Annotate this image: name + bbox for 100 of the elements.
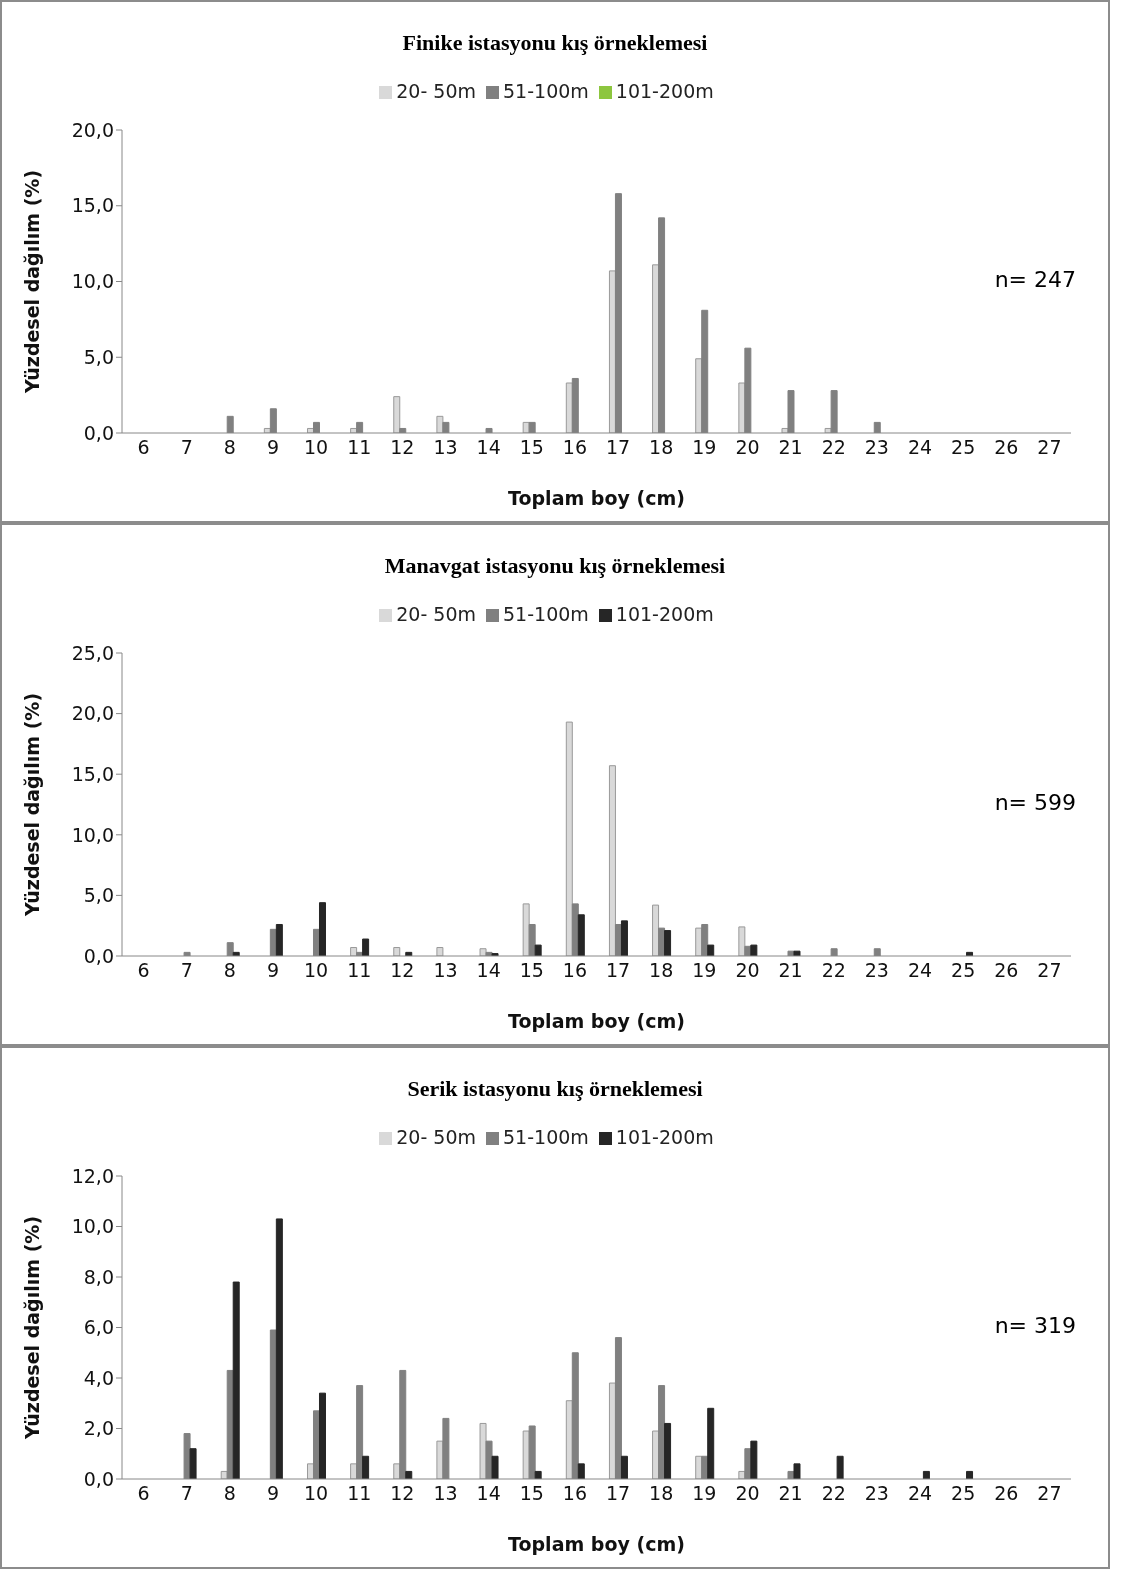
- legend-label: 101-200m: [615, 80, 714, 102]
- legend-label: 51-100m: [503, 80, 589, 102]
- legend-label: 20- 50m: [396, 80, 477, 102]
- x-tick-label: 10: [304, 1482, 329, 1505]
- x-tick-label: 16: [562, 1482, 588, 1505]
- x-tick-label: 14: [476, 436, 501, 459]
- x-axis-title: Toplam boy (cm): [508, 487, 685, 509]
- x-tick-label: 23: [864, 1482, 889, 1505]
- bar: [620, 920, 628, 956]
- x-tick-label: 14: [476, 1482, 501, 1505]
- legend-label: 20- 50m: [396, 1126, 477, 1148]
- x-tick-label: 27: [1037, 959, 1062, 982]
- y-tick-label: 10,0: [71, 823, 114, 846]
- x-tick-label: 20: [735, 959, 760, 982]
- bar: [707, 944, 715, 956]
- x-tick-label: 20: [735, 436, 760, 459]
- y-tick-label: 5,0: [83, 345, 114, 368]
- x-tick-label: 16: [562, 959, 588, 982]
- bar: [750, 1440, 758, 1479]
- legend-label: 101-200m: [615, 603, 714, 625]
- bar: [793, 1463, 801, 1479]
- x-tick-label: 26: [994, 1482, 1019, 1505]
- annotation: n= 599: [994, 790, 1076, 815]
- bar: [189, 1448, 197, 1479]
- bar: [565, 721, 573, 956]
- x-tick-label: 25: [951, 436, 976, 459]
- bar: [275, 923, 283, 956]
- y-tick-label: 10,0: [71, 1215, 114, 1238]
- x-tick-label: 19: [692, 1482, 717, 1505]
- bar: [393, 947, 401, 956]
- chart-title: Finike istasyonu kış örneklemesi: [401, 30, 709, 56]
- x-tick-label: 14: [476, 959, 501, 982]
- bar: [620, 1455, 628, 1479]
- y-tick-label: 6,0: [83, 1316, 114, 1339]
- x-tick-label: 6: [137, 959, 150, 982]
- x-tick-label: 11: [347, 436, 372, 459]
- x-tick-label: 10: [304, 959, 329, 982]
- x-tick-label: 26: [994, 959, 1019, 982]
- x-tick-label: 25: [951, 1482, 976, 1505]
- x-tick-label: 9: [266, 959, 280, 982]
- y-tick-label: 12,0: [71, 1164, 114, 1187]
- x-tick-label: 27: [1037, 436, 1062, 459]
- bar: [707, 1407, 715, 1479]
- x-tick-label: 18: [649, 436, 674, 459]
- x-tick-label: 22: [821, 959, 846, 982]
- x-tick-label: 8: [223, 1482, 236, 1505]
- x-tick-label: 16: [562, 436, 588, 459]
- y-tick-label: 4,0: [83, 1366, 114, 1389]
- y-tick-label: 2,0: [83, 1417, 114, 1440]
- annotation: n= 247: [994, 267, 1076, 292]
- bar: [436, 947, 444, 956]
- bar: [664, 1422, 672, 1479]
- x-tick-label: 7: [180, 1482, 193, 1505]
- y-axis-title: Yüzdesel dağılım (%): [20, 169, 43, 395]
- x-tick-label: 23: [864, 959, 889, 982]
- bar: [534, 944, 542, 956]
- x-tick-label: 18: [649, 959, 674, 982]
- x-tick-label: 21: [778, 436, 803, 459]
- x-tick-label: 19: [692, 436, 717, 459]
- legend-label: 101-200m: [615, 1126, 714, 1148]
- x-tick-label: 21: [778, 959, 803, 982]
- x-tick-label: 6: [137, 436, 150, 459]
- x-tick-label: 13: [433, 959, 458, 982]
- x-tick-label: 15: [519, 436, 544, 459]
- bar: [275, 1218, 283, 1479]
- chart-title: Serik istasyonu kış örneklemesi: [406, 1076, 704, 1102]
- x-tick-label: 17: [605, 1482, 631, 1505]
- x-tick-label: 12: [390, 959, 415, 982]
- x-tick-label: 9: [266, 1482, 280, 1505]
- x-tick-label: 6: [137, 1482, 150, 1505]
- x-tick-label: 11: [347, 959, 372, 982]
- x-tick-label: 20: [735, 1482, 760, 1505]
- x-tick-label: 12: [390, 1482, 415, 1505]
- annotation: n= 319: [994, 1313, 1076, 1338]
- bar: [750, 944, 758, 956]
- bar: [608, 765, 616, 956]
- x-tick-label: 17: [605, 959, 631, 982]
- bar: [738, 926, 746, 956]
- y-tick-label: 15,0: [71, 194, 114, 217]
- x-tick-label: 23: [864, 436, 889, 459]
- y-tick-label: 20,0: [71, 702, 114, 725]
- bar: [318, 902, 326, 956]
- y-tick-label: 25,0: [71, 641, 114, 664]
- x-tick-label: 10: [304, 436, 329, 459]
- x-tick-label: 13: [433, 436, 458, 459]
- y-tick-label: 10,0: [71, 270, 114, 293]
- y-tick-label: 5,0: [83, 884, 114, 907]
- x-tick-label: 25: [951, 959, 976, 982]
- x-tick-label: 19: [692, 959, 717, 982]
- x-tick-label: 22: [821, 1482, 846, 1505]
- x-tick-label: 11: [347, 1482, 372, 1505]
- x-tick-label: 24: [907, 959, 933, 982]
- legend-label: 51-100m: [503, 1126, 589, 1148]
- y-tick-label: 8,0: [83, 1265, 114, 1288]
- bar: [393, 396, 401, 433]
- y-axis-title: Yüzdesel dağılım (%): [20, 1215, 43, 1441]
- legend-label: 51-100m: [503, 603, 589, 625]
- bar: [664, 930, 672, 956]
- bar: [436, 415, 444, 433]
- bar: [362, 938, 370, 956]
